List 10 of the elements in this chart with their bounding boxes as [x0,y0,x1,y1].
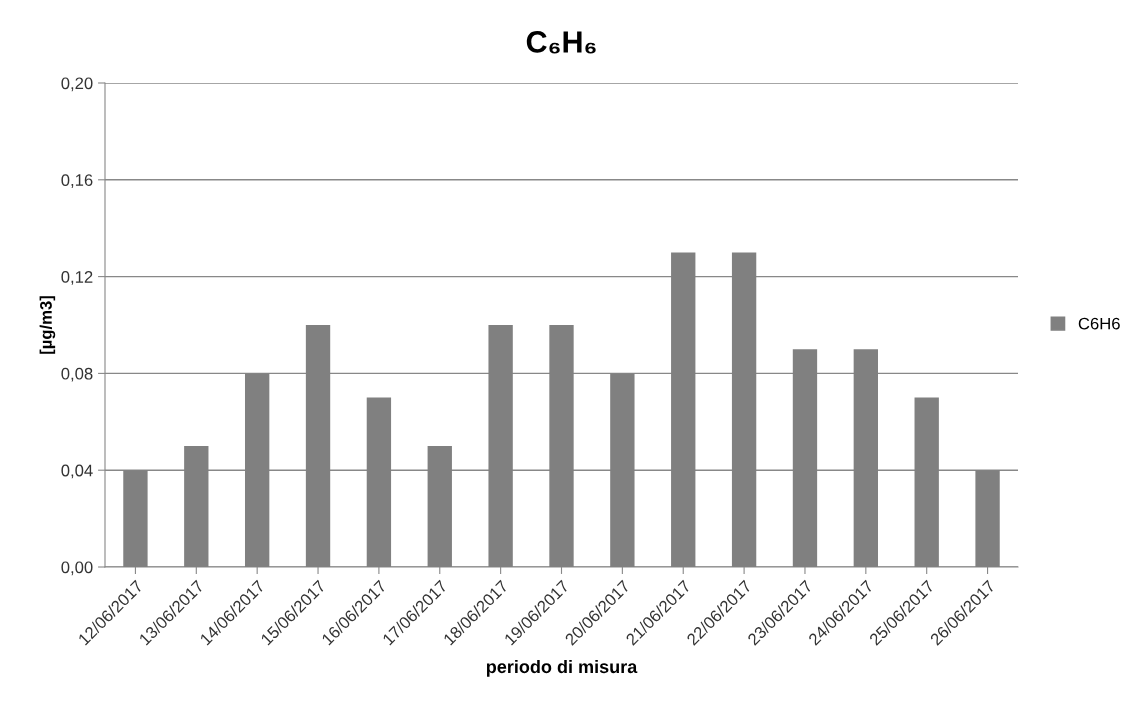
y-axis-title: [µg/m3] [39,296,56,354]
y-tick-label: 0,08 [61,367,93,382]
y-tick-label: 0,00 [61,561,93,576]
y-tick-label: 0,04 [61,464,93,479]
legend-label: C6H6 [1078,317,1120,330]
y-tick-label: 0,20 [61,77,93,92]
y-tick-label: 0,12 [61,271,93,285]
chart-title: C₆H₆ [526,31,596,54]
x-axis-title: periodo di misura [486,659,638,677]
y-tick-label: 0,16 [61,174,93,188]
